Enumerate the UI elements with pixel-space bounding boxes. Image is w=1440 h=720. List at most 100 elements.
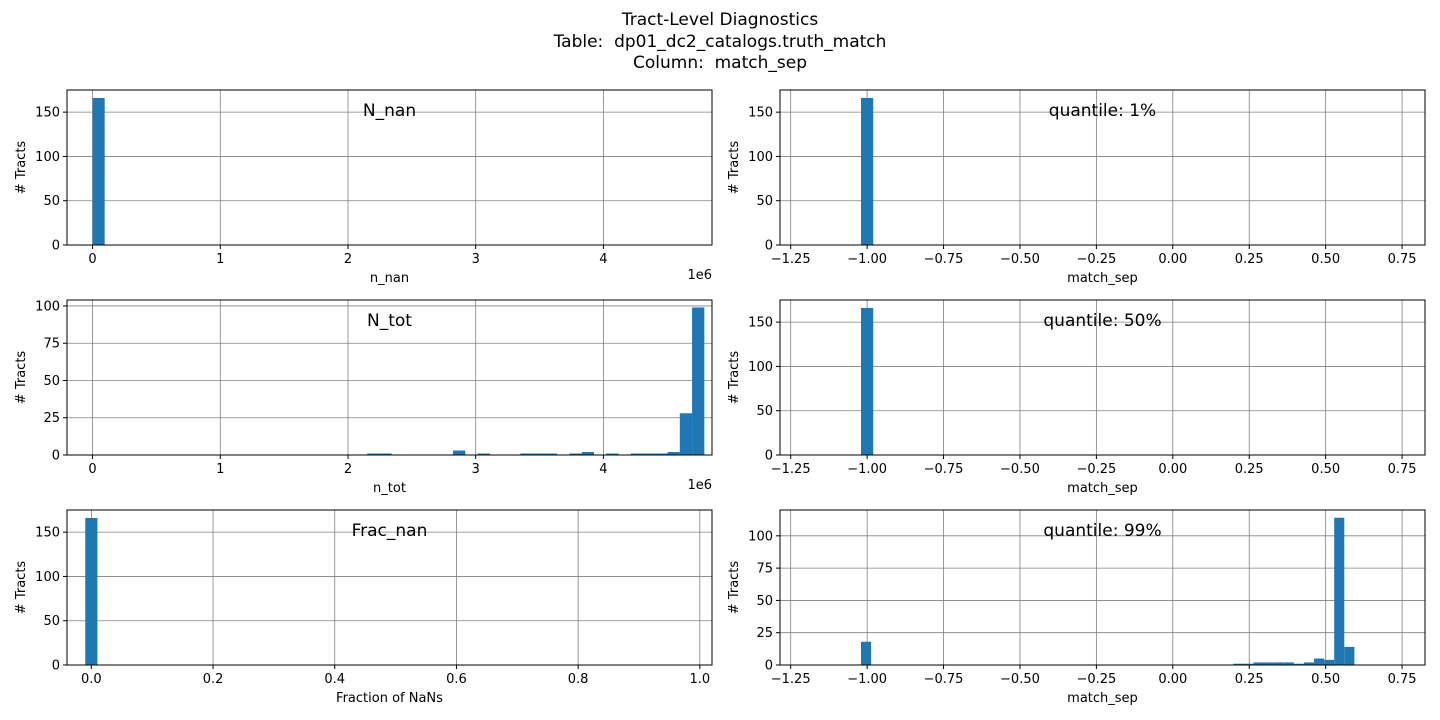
x-tick-label: 0 bbox=[88, 462, 96, 477]
x-offset-text: 1e6 bbox=[687, 268, 712, 283]
x-tick-label: −1.25 bbox=[771, 252, 811, 267]
histogram-bar bbox=[630, 453, 644, 455]
panel-annotation: N_tot bbox=[367, 311, 412, 331]
histogram-bar bbox=[861, 97, 874, 245]
histogram-panel-left-top: 0 1 2 3 4 0 50 100 150 n_nan # Tracts 1e6 N_nan bbox=[14, 89, 713, 286]
histogram-bar bbox=[85, 517, 98, 665]
histogram-bar bbox=[544, 453, 558, 455]
panel-annotation: quantile: 50% bbox=[1043, 311, 1161, 331]
y-tick-label: 100 bbox=[748, 529, 773, 544]
x-tick-label: −0.50 bbox=[1000, 252, 1040, 267]
histogram-bar bbox=[477, 453, 490, 455]
y-tick-label: 50 bbox=[756, 404, 773, 419]
x-tick-label: 0.00 bbox=[1158, 252, 1187, 267]
histogram-bar bbox=[532, 453, 545, 455]
figure-title: Tract-Level Diagnostics Table: dp01_dc2_… bbox=[0, 10, 1440, 75]
x-tick-label: 0.0 bbox=[81, 672, 102, 687]
x-tick-label: 0.25 bbox=[1235, 672, 1264, 687]
x-tick-label: −0.25 bbox=[1076, 252, 1116, 267]
x-tick-label: 0.6 bbox=[446, 672, 467, 687]
x-tick-label: 1.0 bbox=[689, 672, 710, 687]
y-axis-label: # Tracts bbox=[727, 141, 742, 195]
x-tick-label: 0.00 bbox=[1158, 462, 1187, 477]
x-tick-label: 0.4 bbox=[324, 672, 345, 687]
histogram-bar bbox=[667, 452, 680, 455]
y-tick-label: 100 bbox=[35, 299, 60, 314]
histogram-bar bbox=[1293, 663, 1304, 665]
axes-frame bbox=[66, 509, 713, 666]
x-tick-label: 0.75 bbox=[1388, 462, 1417, 477]
y-tick-label: 50 bbox=[43, 614, 60, 629]
histogram-bar bbox=[692, 307, 705, 455]
x-tick-label: −0.75 bbox=[924, 672, 964, 687]
histogram-bar bbox=[861, 307, 874, 455]
x-tick-label: 0.8 bbox=[568, 672, 589, 687]
x-tick-label: −1.25 bbox=[771, 462, 811, 477]
y-tick-label: 75 bbox=[43, 337, 60, 352]
panel-annotation: N_nan bbox=[363, 101, 416, 121]
x-tick-label: 4 bbox=[599, 252, 607, 267]
histogram-bar bbox=[861, 641, 872, 665]
axes-frame bbox=[66, 89, 713, 246]
histogram-panel-left-bottom: 0.0 0.2 0.4 0.6 0.8 1.0 0 50 100 150 Fraction of N… bbox=[14, 509, 713, 706]
figure-title-line: Table: dp01_dc2_catalogs.truth_match bbox=[553, 31, 887, 52]
histogram-bar bbox=[379, 453, 392, 455]
histogram-panel-right-middle: −1.25 −1.00 −0.75 −0.50 −0.25 0.00 0.25 0.50 0.7… bbox=[727, 299, 1426, 496]
x-tick-label: −0.50 bbox=[1000, 462, 1040, 477]
x-tick-label: −1.25 bbox=[771, 672, 811, 687]
x-tick-label: 0 bbox=[88, 252, 96, 267]
y-tick-label: 50 bbox=[43, 374, 60, 389]
histogram-bar bbox=[655, 453, 668, 455]
y-tick-label: 0 bbox=[52, 659, 60, 674]
histogram-bar bbox=[1324, 659, 1335, 665]
histogram-bar bbox=[92, 97, 105, 245]
histogram-bar bbox=[452, 450, 466, 455]
y-tick-label: 100 bbox=[35, 150, 60, 165]
histogram-bar bbox=[569, 453, 582, 455]
x-tick-label: −0.75 bbox=[924, 462, 964, 477]
histogram-bar bbox=[1233, 663, 1244, 665]
y-tick-label: 150 bbox=[748, 106, 773, 121]
x-tick-label: 4 bbox=[599, 462, 607, 477]
figure-title-line: Tract-Level Diagnostics bbox=[621, 10, 819, 30]
y-tick-label: 100 bbox=[35, 570, 60, 585]
figure-title-line: Column: match_sep bbox=[632, 53, 807, 73]
histogram-bar bbox=[1263, 662, 1274, 665]
histogram-bar bbox=[606, 453, 619, 455]
x-axis-label: match_sep bbox=[1067, 691, 1138, 706]
histogram-bar bbox=[1283, 662, 1294, 665]
y-tick-label: 0 bbox=[765, 449, 773, 464]
y-tick-label: 75 bbox=[756, 562, 773, 577]
y-tick-label: 25 bbox=[756, 626, 773, 641]
axes-frame bbox=[66, 299, 713, 456]
x-tick-label: 0.75 bbox=[1388, 252, 1417, 267]
x-tick-label: 3 bbox=[472, 252, 480, 267]
y-tick-label: 100 bbox=[748, 360, 773, 375]
x-tick-label: 0.2 bbox=[203, 672, 224, 687]
y-tick-label: 25 bbox=[43, 411, 60, 426]
x-tick-label: −1.00 bbox=[847, 672, 887, 687]
histogram-bar bbox=[1344, 646, 1355, 665]
panel-annotation: Frac_nan bbox=[352, 521, 428, 541]
y-axis-label: # Tracts bbox=[14, 141, 29, 195]
histogram-bar bbox=[581, 452, 594, 455]
x-tick-label: −0.25 bbox=[1076, 672, 1116, 687]
histogram-bar bbox=[1273, 662, 1284, 665]
panel-annotation: quantile: 99% bbox=[1043, 521, 1161, 541]
x-tick-label: 3 bbox=[472, 462, 480, 477]
axes-frame bbox=[779, 89, 1426, 246]
axes-frame bbox=[779, 299, 1426, 456]
x-tick-label: 0.50 bbox=[1311, 252, 1340, 267]
y-tick-label: 0 bbox=[765, 239, 773, 254]
y-axis-label: # Tracts bbox=[14, 351, 29, 405]
y-tick-label: 0 bbox=[52, 239, 60, 254]
y-tick-label: 100 bbox=[748, 150, 773, 165]
x-tick-label: 0.00 bbox=[1158, 672, 1187, 687]
y-axis-label: # Tracts bbox=[727, 561, 742, 615]
y-tick-label: 0 bbox=[52, 449, 60, 464]
x-tick-label: 0.50 bbox=[1311, 672, 1340, 687]
x-offset-text: 1e6 bbox=[687, 478, 712, 493]
histogram-panel-right-bottom: −1.25 −1.00 −0.75 −0.50 −0.25 0.00 0.25 0.50 0.7… bbox=[727, 509, 1426, 706]
histogram-bar bbox=[679, 413, 693, 455]
